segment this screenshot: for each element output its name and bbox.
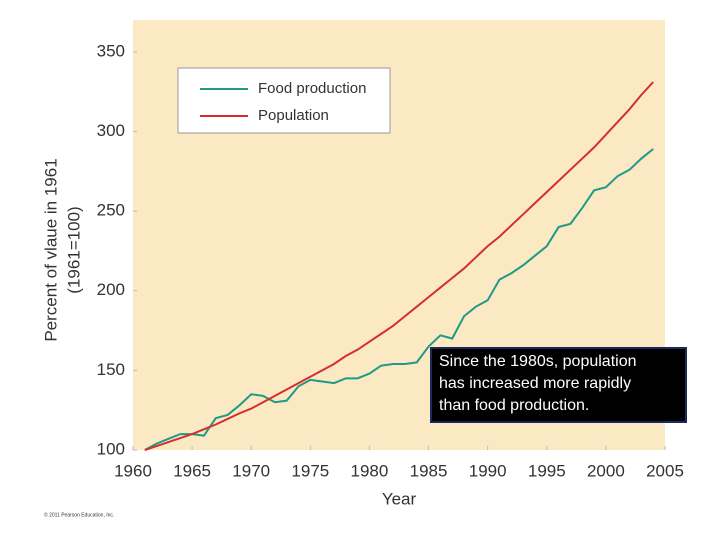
x-tick-label: 1980 — [351, 461, 389, 480]
credit: © 2011 Pearson Education, Inc. — [44, 511, 114, 518]
legend-box — [177, 67, 391, 134]
y-tick-label: 150 — [97, 360, 125, 379]
data-line — [144, 81, 654, 451]
x-tick-label: 1970 — [232, 461, 270, 480]
y-axis-label: Percent of vlaue in 1961 — [41, 158, 60, 341]
y-tick-label: 300 — [97, 121, 125, 140]
y-tick-label: 200 — [97, 280, 125, 299]
data-line — [144, 148, 654, 451]
x-tick-label: 1975 — [291, 461, 329, 480]
x-tick-label: 2005 — [646, 461, 684, 480]
annotation-box — [430, 347, 687, 423]
legend-label: Food production — [258, 80, 366, 97]
annotation: Since the 1980s, population has increased… — [430, 347, 687, 423]
x-tick-label: 1995 — [528, 461, 566, 480]
legend-label: Population — [258, 107, 329, 124]
annotation-text: Since the 1980s, population — [439, 353, 636, 370]
x-tick-label: 1990 — [469, 461, 507, 480]
x-tick-label: 1960 — [114, 461, 152, 480]
y-tick-label: 350 — [97, 41, 125, 60]
annotation-text: has increased more rapidly — [439, 375, 631, 392]
y-tick-label: 250 — [97, 201, 125, 220]
y-axis-label: (1961=100) — [64, 206, 83, 293]
annotation-text: than food production. — [439, 397, 589, 414]
x-tick-label: 1985 — [410, 461, 448, 480]
x-tick-label: 2000 — [587, 461, 625, 480]
x-tick-label: 1965 — [173, 461, 211, 480]
x-axis-label: Year — [382, 489, 417, 508]
legend: Food production Population — [177, 67, 391, 134]
y-tick-label: 100 — [97, 439, 125, 458]
